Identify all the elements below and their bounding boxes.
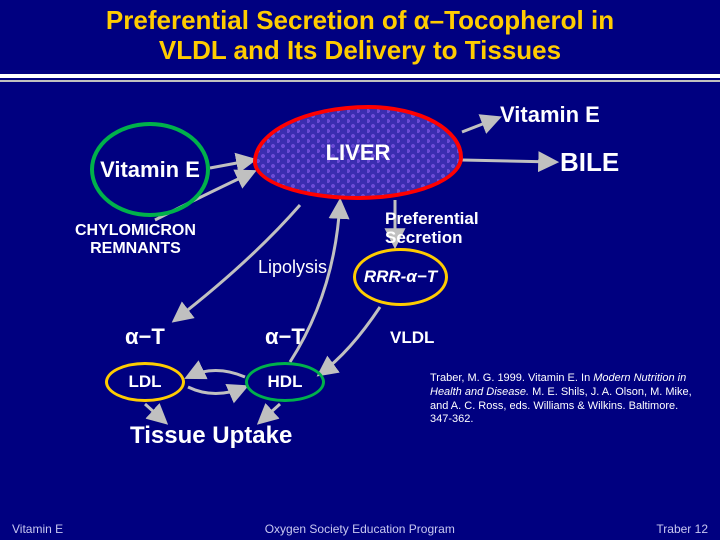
title-line-1: Preferential Secretion of α–Tocopherol i… bbox=[106, 5, 614, 35]
diagram-stage: Vitamin E LIVER Vitamin E BILE CHYLOMICR… bbox=[0, 92, 720, 512]
alpha-t-mid-label: α−T bbox=[265, 324, 305, 350]
ldl-node: LDL bbox=[105, 362, 185, 402]
ldl-label: LDL bbox=[128, 372, 161, 392]
footer-center: Oxygen Society Education Program bbox=[265, 522, 455, 536]
title-rule-2 bbox=[0, 80, 720, 82]
liver-label: LIVER bbox=[322, 140, 395, 166]
citation-text: Traber, M. G. 1999. Vitamin E. In Modern… bbox=[430, 372, 702, 427]
footer-right: Traber 12 bbox=[656, 522, 708, 536]
pref-line-2: Secretion bbox=[385, 228, 462, 247]
rrr-alpha-t-node: RRR-α−T bbox=[353, 248, 448, 306]
rrr-alpha-t-label: RRR-α−T bbox=[364, 268, 437, 286]
liver-node: LIVER bbox=[253, 105, 463, 200]
hdl-node: HDL bbox=[245, 362, 325, 402]
chylomicron-line-2: REMNANTS bbox=[90, 240, 181, 257]
pref-line-1: Preferential bbox=[385, 209, 479, 228]
title-rule-1 bbox=[0, 74, 720, 78]
lipolysis-label: Lipolysis bbox=[258, 257, 327, 278]
bile-label: BILE bbox=[560, 147, 619, 178]
hdl-label: HDL bbox=[268, 372, 303, 392]
footer-bar: Vitamin E Oxygen Society Education Progr… bbox=[0, 518, 720, 540]
alpha-t-left-label: α−T bbox=[125, 324, 165, 350]
title-line-2: VLDL and Its Delivery to Tissues bbox=[159, 35, 561, 65]
citation-pre: Traber, M. G. 1999. Vitamin E. In bbox=[430, 372, 593, 384]
footer-left: Vitamin E bbox=[12, 522, 63, 536]
chylomicron-line-1: CHYLOMICRON bbox=[75, 222, 196, 239]
chylomicron-label: CHYLOMICRON REMNANTS bbox=[75, 222, 196, 259]
vitamin-e-node: Vitamin E bbox=[90, 122, 210, 217]
slide-title: Preferential Secretion of α–Tocopherol i… bbox=[0, 0, 720, 70]
preferential-secretion-label: Preferential Secretion bbox=[385, 210, 479, 247]
vldl-label: VLDL bbox=[390, 328, 434, 348]
vitamin-e-node-label: Vitamin E bbox=[100, 157, 200, 183]
vitamin-e-output-label: Vitamin E bbox=[500, 102, 600, 128]
tissue-uptake-label: Tissue Uptake bbox=[130, 422, 292, 450]
